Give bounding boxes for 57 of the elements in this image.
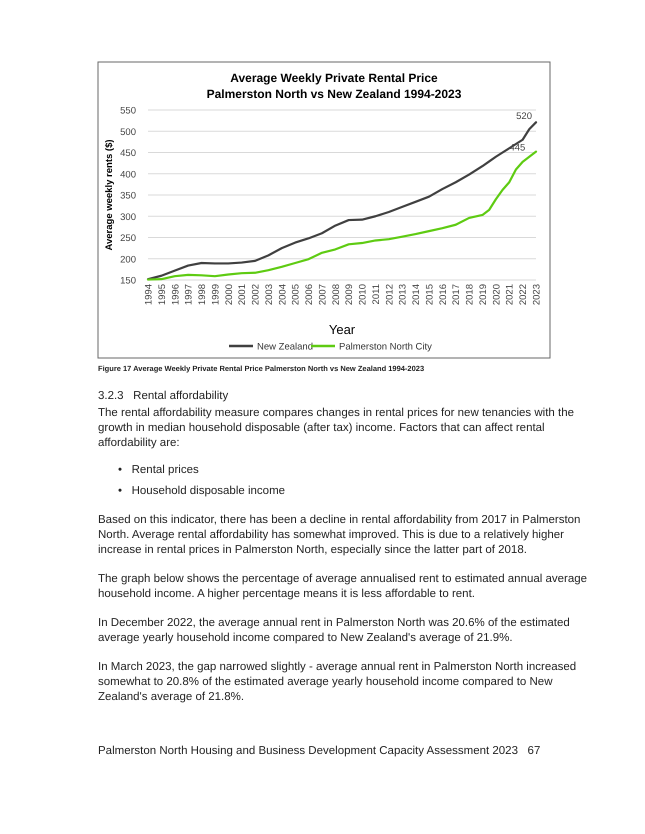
x-tick-label: 1999	[210, 284, 222, 306]
x-tick-label: 1995	[156, 284, 168, 306]
x-tick-label: 2006	[304, 284, 316, 306]
x-tick-label: 2016	[438, 284, 449, 306]
x-tick-label: 2010	[358, 284, 369, 306]
x-tick-label: 2000	[224, 284, 235, 306]
legend-label: New Zealand	[257, 342, 313, 352]
y-tick-label: 500	[120, 126, 136, 138]
x-tick-label: 1996	[170, 284, 182, 306]
x-tick-label: 2009	[344, 284, 356, 306]
legend-label: Palmerston North City	[339, 342, 432, 352]
y-axis-title: Average weekly rents ($)	[104, 139, 115, 251]
x-tick-label: 2002	[250, 284, 262, 306]
x-tick-label: 2022	[518, 284, 530, 306]
x-tick-label: 1994	[144, 284, 154, 306]
text: • Rental prices	[117, 463, 200, 478]
x-tick-label: 2018	[464, 284, 476, 306]
chart-title: Average Weekly Private Rental Price	[230, 71, 438, 85]
x-tick-label: 2004	[277, 284, 288, 306]
x-tick-label: 2011	[370, 284, 382, 304]
x-tick-label: 1997	[184, 284, 195, 306]
x-tick-label: 2013	[398, 284, 409, 306]
text: The rental affordability measure compares changes in rental prices for new tenancies with the growth in median household disposable (after tax) income. Factors that can affect rental affordability are:	[98, 406, 576, 451]
x-tick-label: 2014	[411, 284, 422, 306]
x-tick-label: 2019	[478, 284, 489, 306]
x-tick-label: 2007	[317, 284, 328, 306]
y-tick-label: 300	[120, 212, 136, 223]
x-tick-label: 2023	[532, 284, 542, 306]
x-tick-label: 2017	[451, 284, 462, 306]
x-tick-label: 2008	[330, 284, 342, 306]
y-tick-label: 450	[120, 148, 136, 159]
y-tick-label: 400	[120, 169, 136, 180]
x-tick-label: 2005	[290, 284, 302, 306]
x-tick-label: 2003	[264, 284, 275, 306]
x-axis-title: Year	[328, 322, 356, 337]
x-tick-label: 2020	[491, 284, 502, 306]
y-tick-label: 350	[120, 190, 136, 202]
chart-subtitle: Palmerston North vs New Zealand 1994-2023	[206, 87, 462, 101]
y-tick-label: 550	[120, 106, 136, 116]
y-tick-label: 150	[120, 276, 136, 286]
text: In March 2023, the gap narrowed slightly - average annual rent in Palmerston North increased somewhat to 20.8% of the estimated average yearly household income compared to New Zealand's average of 21.8%.	[98, 660, 578, 705]
line-series	[146, 121, 538, 280]
text: The graph below shows the percentage of average annualised rent to estimated annual average household income. A higher percentage means it is less affordable to rent.	[98, 572, 588, 602]
x-tick-label: 2012	[384, 284, 396, 306]
y-tick-label: 200	[120, 254, 136, 266]
text: 3.2.3 Rental affordability	[98, 389, 230, 404]
line-series	[146, 150, 538, 281]
y-tick-label: 250	[120, 233, 136, 244]
text: In December 2022, the average annual rent in Palmerston North was 20.6% of the estimated average yearly household income compared to New Zealand's average of 21.9%.	[98, 616, 571, 646]
x-tick-label: 2021	[504, 284, 516, 306]
text: Based on this indicator, there has been a decline in rental affordability from 2017 in Palmerston North. Average rental affordability has somewhat improved. This is due to a relatively higher increase in rental prices in Palmerston North, especially since the latter part of 2018.	[98, 513, 582, 558]
x-tick-label: 2001	[237, 284, 248, 306]
text: Palmerston North Housing and Business Development Capacity Assessment 2023 67	[98, 745, 542, 757]
text: • Household disposable income	[117, 484, 286, 499]
annotation: 520	[516, 110, 532, 122]
x-tick-label: 1998	[197, 284, 208, 306]
x-tick-label: 2015	[424, 284, 436, 306]
